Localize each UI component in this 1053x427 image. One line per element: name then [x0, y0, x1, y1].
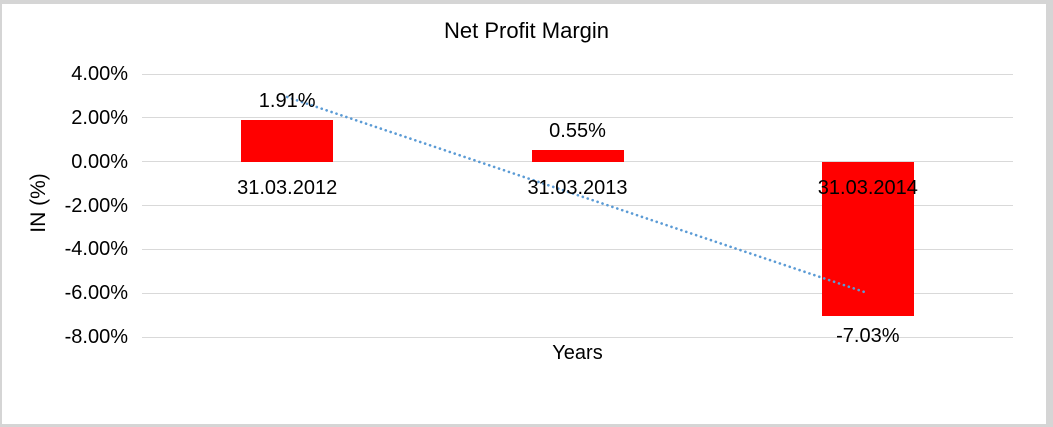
y-axis-title: IN (%)	[27, 173, 50, 233]
gridline--8.00%	[142, 336, 1013, 338]
y-tick-label: 2.00%	[71, 106, 128, 129]
y-tick-label: -4.00%	[64, 238, 128, 261]
x-axis-title: Years	[552, 342, 603, 364]
bar-value-label: 1.91%	[258, 89, 316, 112]
gridline-4.00%	[142, 73, 1013, 75]
gridline-2.00%	[142, 117, 1013, 119]
chart-border-top	[0, 0, 1053, 4]
category-label: 31.03.2012	[237, 176, 338, 199]
chart-border-left	[0, 0, 2, 427]
bar-31.03.2012	[241, 119, 334, 162]
bar-31.03.2013	[531, 149, 624, 162]
y-tick-label: 4.00%	[71, 63, 128, 85]
bar-value-label: 0.55%	[549, 119, 606, 142]
category-label: 31.03.2014	[817, 176, 918, 199]
bar-value-label: -7.03%	[836, 324, 900, 347]
y-tick-label: -2.00%	[64, 194, 128, 217]
chart-title: Net Profit Margin	[443, 18, 610, 43]
chart-border-right	[1046, 0, 1053, 427]
y-tick-label: -8.00%	[64, 326, 128, 348]
category-label: 31.03.2013	[527, 176, 628, 199]
chart-border-bottom	[0, 424, 1053, 427]
y-tick-label: -6.00%	[64, 282, 128, 305]
y-tick-label: 0.00%	[71, 150, 128, 173]
